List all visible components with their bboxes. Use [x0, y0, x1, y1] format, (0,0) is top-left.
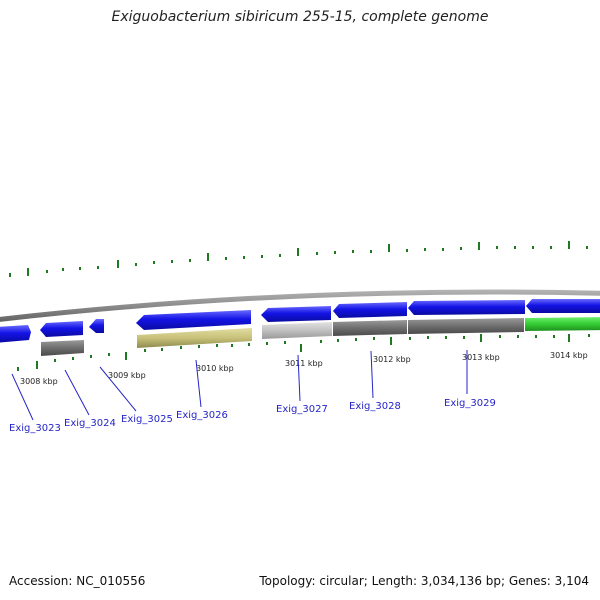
scale-label-3011: 3011 kbp: [285, 359, 323, 368]
cog-bar-exig-3024: [41, 340, 84, 356]
gene-label-exig-3025[interactable]: Exig_3025: [121, 414, 173, 425]
scale-label-3008: 3008 kbp: [20, 377, 58, 386]
scale-label-3013: 3013 kbp: [462, 353, 500, 362]
cog-bar-exig-3028: [333, 320, 407, 336]
gene-arrow-exig-3024[interactable]: [40, 321, 83, 337]
gene-label-exig-3029[interactable]: Exig_3029: [444, 398, 496, 409]
gene-label-exig-3024[interactable]: Exig_3024: [64, 418, 116, 429]
cog-bar-exig-3029: [408, 318, 524, 334]
gene-label-exig-3027[interactable]: Exig_3027: [276, 404, 328, 415]
scale-labels: 3008 kbp 3009 kbp 3010 kbp 3011 kbp 3012…: [20, 351, 588, 386]
cog-track: [41, 317, 600, 356]
scale-label-3012: 3012 kbp: [373, 355, 411, 364]
scale-label-3009: 3009 kbp: [108, 371, 146, 380]
map-title: Exiguobacterium sibiricum 255-15, comple…: [111, 9, 489, 25]
genome-backbone: [0, 289, 600, 322]
gc-skew-track-upper: [9, 241, 588, 277]
gene-label-leaders: [11, 350, 468, 421]
gene-track: [0, 299, 600, 343]
gene-labels: Exig_3023 Exig_3024 Exig_3025 Exig_3026 …: [9, 398, 496, 434]
gene-label-exig-3023[interactable]: Exig_3023: [9, 423, 61, 434]
topology-summary: Topology: circular; Length: 3,034,136 bp…: [259, 574, 589, 588]
scale-label-3014: 3014 kbp: [550, 351, 588, 360]
gene-label-exig-3026[interactable]: Exig_3026: [176, 410, 228, 421]
scale-label-3010: 3010 kbp: [196, 364, 234, 373]
gene-arrow-exig-3027[interactable]: [261, 306, 331, 322]
accession-label: Accession: NC_010556: [9, 574, 146, 588]
gene-arrow-exig-3029[interactable]: [408, 300, 525, 315]
cog-bar-exig-3026: [137, 328, 252, 348]
gene-arrow-next[interactable]: [526, 299, 600, 313]
cog-bar-exig-3027: [262, 322, 332, 339]
gene-arrow-exig-3028[interactable]: [333, 302, 407, 318]
gc-skew-track-lower: [17, 334, 590, 371]
cog-bar-next: [525, 317, 600, 331]
gene-arrow-exig-3025[interactable]: [89, 319, 104, 333]
gene-label-exig-3028[interactable]: Exig_3028: [349, 401, 401, 412]
gene-arrow-exig-3026[interactable]: [136, 310, 251, 330]
gene-arrow-exig-3023[interactable]: [0, 325, 31, 343]
